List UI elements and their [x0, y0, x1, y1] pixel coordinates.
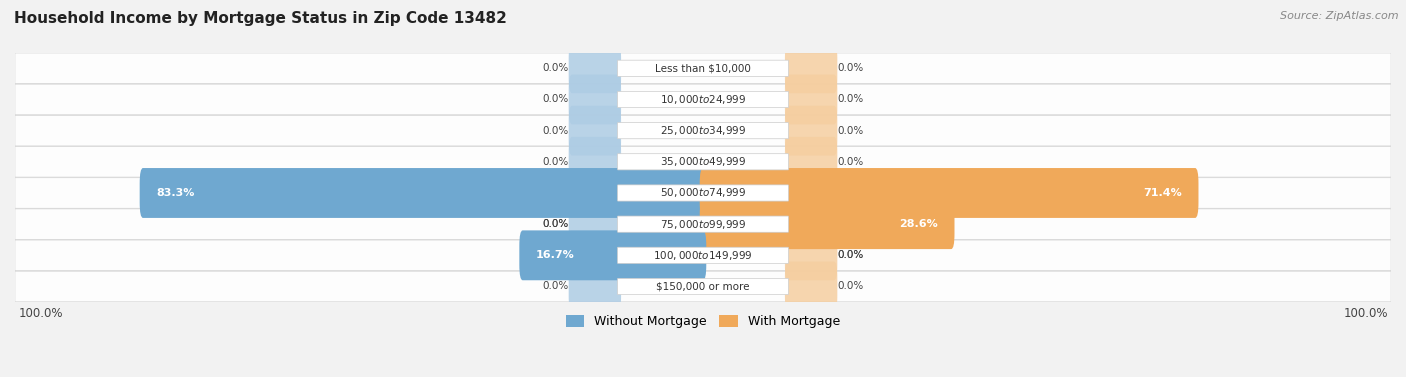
- Text: 16.7%: 16.7%: [536, 250, 575, 261]
- Text: Less than $10,000: Less than $10,000: [655, 63, 751, 73]
- FancyBboxPatch shape: [785, 106, 838, 156]
- Text: 0.0%: 0.0%: [543, 63, 568, 73]
- FancyBboxPatch shape: [617, 185, 789, 201]
- Text: $50,000 to $74,999: $50,000 to $74,999: [659, 187, 747, 199]
- FancyBboxPatch shape: [15, 271, 1391, 302]
- FancyBboxPatch shape: [617, 154, 789, 170]
- Text: 0.0%: 0.0%: [543, 282, 568, 291]
- Text: 28.6%: 28.6%: [900, 219, 938, 229]
- Text: 100.0%: 100.0%: [18, 307, 63, 320]
- Text: 71.4%: 71.4%: [1143, 188, 1182, 198]
- Text: $150,000 or more: $150,000 or more: [657, 282, 749, 291]
- Text: 0.0%: 0.0%: [543, 95, 568, 104]
- FancyBboxPatch shape: [617, 216, 789, 232]
- FancyBboxPatch shape: [568, 43, 621, 93]
- FancyBboxPatch shape: [568, 75, 621, 124]
- FancyBboxPatch shape: [617, 278, 789, 294]
- FancyBboxPatch shape: [568, 106, 621, 156]
- FancyBboxPatch shape: [700, 168, 1198, 218]
- FancyBboxPatch shape: [568, 230, 621, 280]
- FancyBboxPatch shape: [785, 199, 838, 249]
- Text: 83.3%: 83.3%: [156, 188, 194, 198]
- Text: $25,000 to $34,999: $25,000 to $34,999: [659, 124, 747, 137]
- FancyBboxPatch shape: [785, 230, 838, 280]
- FancyBboxPatch shape: [785, 168, 838, 218]
- FancyBboxPatch shape: [785, 137, 838, 187]
- FancyBboxPatch shape: [568, 168, 621, 218]
- Text: $35,000 to $49,999: $35,000 to $49,999: [659, 155, 747, 168]
- Text: $100,000 to $149,999: $100,000 to $149,999: [654, 249, 752, 262]
- FancyBboxPatch shape: [139, 168, 706, 218]
- FancyBboxPatch shape: [568, 199, 621, 249]
- FancyBboxPatch shape: [617, 123, 789, 139]
- FancyBboxPatch shape: [568, 262, 621, 311]
- FancyBboxPatch shape: [700, 199, 955, 249]
- FancyBboxPatch shape: [15, 84, 1391, 115]
- Text: 0.0%: 0.0%: [838, 282, 863, 291]
- Text: 100.0%: 100.0%: [1343, 307, 1388, 320]
- FancyBboxPatch shape: [568, 137, 621, 187]
- Text: 0.0%: 0.0%: [838, 157, 863, 167]
- FancyBboxPatch shape: [15, 115, 1391, 146]
- Text: Source: ZipAtlas.com: Source: ZipAtlas.com: [1281, 11, 1399, 21]
- Text: 0.0%: 0.0%: [543, 126, 568, 136]
- Text: 0.0%: 0.0%: [838, 250, 863, 261]
- FancyBboxPatch shape: [15, 53, 1391, 84]
- FancyBboxPatch shape: [785, 75, 838, 124]
- FancyBboxPatch shape: [15, 178, 1391, 208]
- Text: 0.0%: 0.0%: [838, 126, 863, 136]
- Text: $75,000 to $99,999: $75,000 to $99,999: [659, 218, 747, 231]
- FancyBboxPatch shape: [617, 91, 789, 107]
- Text: 0.0%: 0.0%: [838, 250, 863, 261]
- FancyBboxPatch shape: [617, 60, 789, 77]
- FancyBboxPatch shape: [519, 230, 706, 280]
- Text: 0.0%: 0.0%: [543, 219, 568, 229]
- FancyBboxPatch shape: [785, 43, 838, 93]
- FancyBboxPatch shape: [15, 147, 1391, 177]
- FancyBboxPatch shape: [15, 209, 1391, 239]
- Text: Household Income by Mortgage Status in Zip Code 13482: Household Income by Mortgage Status in Z…: [14, 11, 508, 26]
- Text: 0.0%: 0.0%: [838, 95, 863, 104]
- FancyBboxPatch shape: [617, 247, 789, 264]
- FancyBboxPatch shape: [15, 240, 1391, 271]
- FancyBboxPatch shape: [785, 262, 838, 311]
- Legend: Without Mortgage, With Mortgage: Without Mortgage, With Mortgage: [561, 310, 845, 333]
- Text: $10,000 to $24,999: $10,000 to $24,999: [659, 93, 747, 106]
- Text: 0.0%: 0.0%: [543, 219, 568, 229]
- Text: 0.0%: 0.0%: [543, 157, 568, 167]
- Text: 0.0%: 0.0%: [838, 63, 863, 73]
